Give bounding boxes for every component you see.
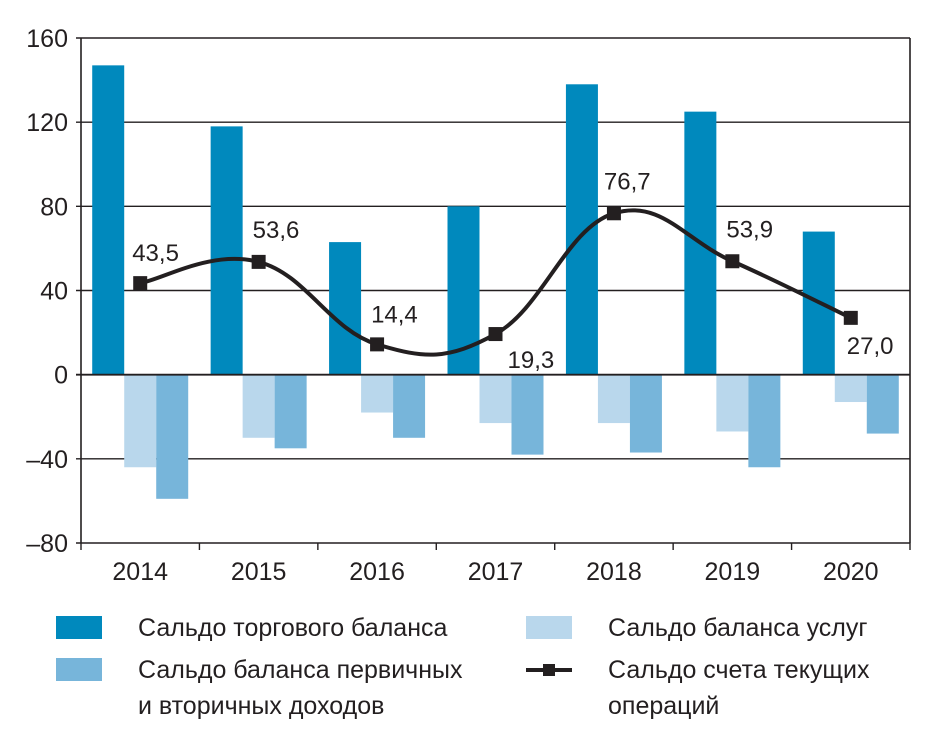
grid-lines	[76, 37, 910, 544]
x-axis-ticks: 2014 2015 2016 2017 2018 2019 2020	[80, 543, 911, 586]
legend-swatch-income	[56, 658, 102, 681]
legend-column-right: Сальдо баланса услуг Сальдо счета текущи…	[526, 610, 869, 730]
legend-item-trade: Сальдо торгового баланса	[56, 610, 462, 646]
line-marker	[133, 276, 148, 291]
bar-income	[866, 374, 899, 434]
legend-item-services: Сальдо баланса услуг	[526, 610, 869, 646]
data-label: 27,0	[847, 333, 894, 360]
y-tick-label: 40	[40, 278, 68, 306]
axes	[76, 38, 911, 543]
y-tick-label: –80	[26, 530, 68, 558]
x-tick-label: 2014	[112, 558, 168, 586]
legend-item-current-account: Сальдо счета текущих операций	[526, 652, 869, 724]
line-marker	[251, 254, 266, 269]
legend-label-services: Сальдо баланса услуг	[608, 614, 868, 642]
line-marker	[725, 254, 740, 269]
legend-item-income: Сальдо баланса первичных и вторичных дох…	[56, 652, 462, 724]
legend-label-trade: Сальдо торгового баланса	[138, 614, 448, 642]
bar-trade	[565, 84, 598, 375]
legend-label-income: Сальдо баланса первичных и вторичных дох…	[138, 656, 463, 720]
bar-income	[629, 374, 662, 453]
bar-services	[834, 374, 867, 403]
x-tick-label: 2019	[705, 558, 761, 586]
bars	[92, 65, 899, 499]
y-axis-ticks: –80 –40 0 40 80 120 160	[26, 25, 68, 558]
line-marker	[488, 327, 503, 342]
bar-trade	[92, 65, 125, 375]
x-tick-label: 2016	[349, 558, 405, 586]
bar-income	[156, 374, 189, 499]
bar-income	[748, 374, 781, 468]
chart: 43,5 53,6 14,4 19,3 76,7 53,9 27,0 –80 –40 0 40 80…	[26, 25, 911, 586]
y-tick-label: 120	[26, 109, 68, 137]
current-account-line	[133, 206, 858, 357]
data-label: 53,9	[726, 216, 773, 243]
legend: Сальдо торгового баланса Сальдо баланса …	[0, 600, 925, 750]
line-marker	[843, 310, 858, 325]
bar-income	[274, 374, 307, 449]
bar-services	[597, 374, 630, 424]
legend-swatch-trade	[56, 616, 102, 639]
bar-services	[124, 374, 157, 468]
y-tick-label: 160	[26, 25, 68, 53]
data-label: 19,3	[508, 347, 555, 374]
data-label: 76,7	[604, 168, 651, 195]
x-tick-label: 2015	[231, 558, 287, 586]
data-label: 53,6	[253, 217, 300, 244]
bar-income	[393, 374, 426, 438]
line-marker	[606, 206, 621, 221]
legend-label-current-account: Сальдо счета текущих операций	[608, 656, 870, 720]
bar-trade	[329, 242, 362, 375]
bar-services	[361, 374, 394, 413]
x-tick-label: 2018	[586, 558, 642, 586]
legend-square-marker-icon	[543, 664, 555, 676]
x-tick-label: 2020	[823, 558, 879, 586]
data-labels: 43,5 53,6 14,4 19,3 76,7 53,9 27,0	[132, 168, 893, 374]
y-tick-label: –40	[26, 446, 68, 474]
y-tick-label: 0	[54, 362, 68, 390]
legend-swatch-services	[526, 616, 572, 639]
y-tick-label: 80	[40, 193, 68, 221]
bar-services	[716, 374, 749, 432]
bar-services	[242, 374, 275, 438]
data-label: 43,5	[132, 240, 179, 267]
bar-trade	[210, 126, 243, 375]
data-label: 14,4	[371, 301, 418, 328]
legend-column-left: Сальдо торгового баланса Сальдо баланса …	[56, 610, 462, 730]
legend-line-marker-icon	[526, 658, 572, 681]
bar-services	[479, 374, 512, 424]
bar-income	[511, 374, 544, 455]
line-marker	[370, 337, 385, 352]
x-tick-label: 2017	[468, 558, 524, 586]
